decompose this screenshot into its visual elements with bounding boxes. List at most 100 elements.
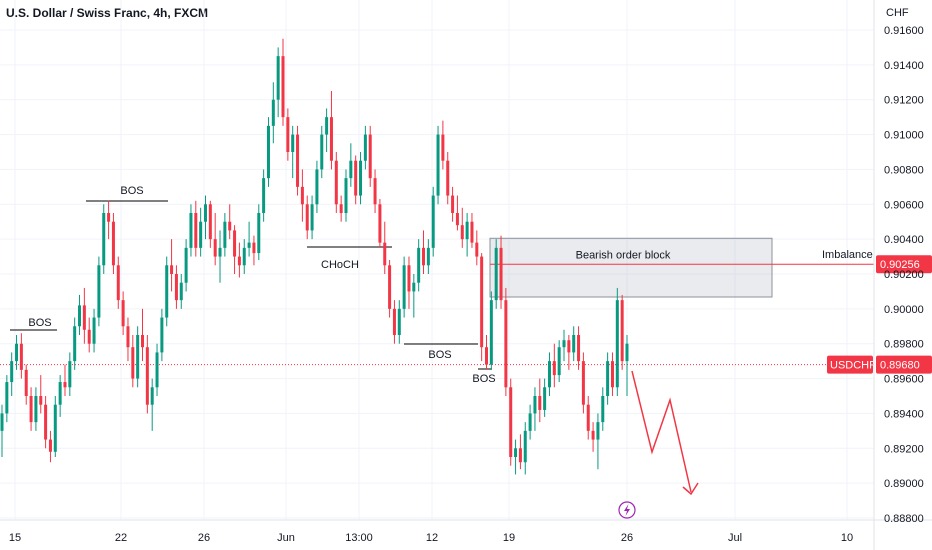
candle-body — [131, 347, 135, 379]
candle-up — [489, 291, 493, 370]
candle-body — [78, 305, 82, 327]
x-tick-label: 26 — [621, 532, 633, 544]
candle-down — [305, 195, 309, 240]
x-tick-label: 19 — [503, 532, 515, 544]
y-tick-label: 0.90400 — [884, 234, 924, 246]
candle-body — [407, 265, 411, 292]
candle-up — [523, 422, 527, 475]
candle-body — [310, 204, 314, 231]
candle-body — [111, 221, 115, 266]
y-tick-label: 0.90800 — [884, 164, 924, 176]
candle-body — [116, 265, 120, 301]
candle-body — [436, 134, 440, 196]
candle-body — [271, 99, 275, 126]
candle-body — [150, 387, 154, 405]
candle-body — [237, 256, 241, 266]
candle-down — [29, 387, 33, 431]
y-tick-label: 0.90600 — [884, 199, 924, 211]
candle-body — [480, 256, 484, 348]
candle-body — [296, 134, 300, 187]
candle-body — [203, 204, 207, 222]
candle-body — [97, 265, 101, 318]
candle-up — [397, 300, 401, 344]
candle-up — [436, 125, 440, 205]
x-tick-label: Jul — [728, 532, 742, 544]
candle-up — [359, 151, 363, 205]
candle-body — [509, 387, 513, 457]
candle-up — [102, 204, 106, 274]
candle-up — [73, 317, 77, 370]
candle-body — [29, 395, 33, 423]
imbalance-label: Imbalance — [822, 249, 873, 261]
candle-body — [189, 212, 193, 248]
candle-body — [475, 242, 479, 257]
candle-body — [68, 361, 72, 388]
candle-down — [518, 434, 522, 470]
bos-label: BOS — [28, 317, 51, 329]
candle-up — [223, 212, 227, 257]
candle-up — [78, 294, 82, 335]
candle-body — [601, 395, 605, 423]
candle-body — [325, 117, 329, 135]
candle-up — [160, 308, 164, 362]
y-tick-label: 0.89000 — [884, 478, 924, 490]
candle-down — [499, 235, 503, 309]
candle-down — [407, 256, 411, 309]
y-tick-label: 0.89200 — [884, 443, 924, 455]
candle-up — [514, 439, 518, 475]
candle-body — [48, 439, 52, 452]
candle-down — [373, 169, 377, 213]
candle-up — [0, 404, 4, 457]
candle-body — [19, 343, 23, 370]
candle-up — [58, 375, 62, 417]
candle-up — [150, 378, 154, 431]
candle-down — [480, 253, 484, 362]
candle-down — [504, 287, 508, 396]
candle-down — [591, 422, 595, 452]
candle-down — [538, 378, 542, 423]
candle-down — [388, 260, 392, 318]
candle-body — [24, 369, 28, 396]
x-tick-label: 22 — [115, 532, 127, 544]
candle-up — [68, 352, 72, 396]
candle-up — [53, 395, 57, 457]
candle-up — [528, 404, 532, 440]
candle-body — [102, 212, 106, 266]
candle-down — [228, 204, 232, 240]
candle-down — [145, 334, 149, 414]
candle-up — [615, 287, 619, 396]
y-tick-label: 0.88800 — [884, 513, 924, 525]
candle-body — [213, 239, 217, 257]
candle-body — [170, 265, 174, 274]
candle-body — [538, 395, 542, 410]
x-tick-label: 13:00 — [345, 532, 373, 544]
candle-up — [310, 195, 314, 240]
candle-body — [596, 422, 600, 440]
candle-down — [509, 378, 513, 466]
candle-down — [329, 90, 333, 170]
candle-down — [451, 186, 455, 222]
candle-body — [422, 247, 426, 266]
candle-body — [349, 160, 353, 179]
candle-body — [455, 212, 459, 226]
candle-down — [300, 169, 304, 222]
projection-path — [631, 370, 692, 493]
candle-body — [533, 395, 537, 414]
y-tick-label: 0.91400 — [884, 60, 924, 72]
bos-label: BOS — [120, 185, 143, 197]
currency-unit-label: CHF — [886, 7, 909, 19]
x-tick-label: 12 — [426, 532, 438, 544]
candle-up — [92, 308, 96, 353]
candle-body — [412, 282, 416, 292]
candle-body — [581, 361, 585, 405]
candle-up — [155, 343, 159, 396]
candle-up — [15, 334, 19, 370]
smc-annotations: Bearish order block Imbalance 0.90256 USDCH… — [0, 185, 932, 519]
candle-body — [218, 247, 222, 257]
candle-down — [620, 294, 624, 370]
candle-up — [494, 239, 498, 309]
candle-up — [262, 169, 266, 222]
candle-body — [572, 334, 576, 353]
